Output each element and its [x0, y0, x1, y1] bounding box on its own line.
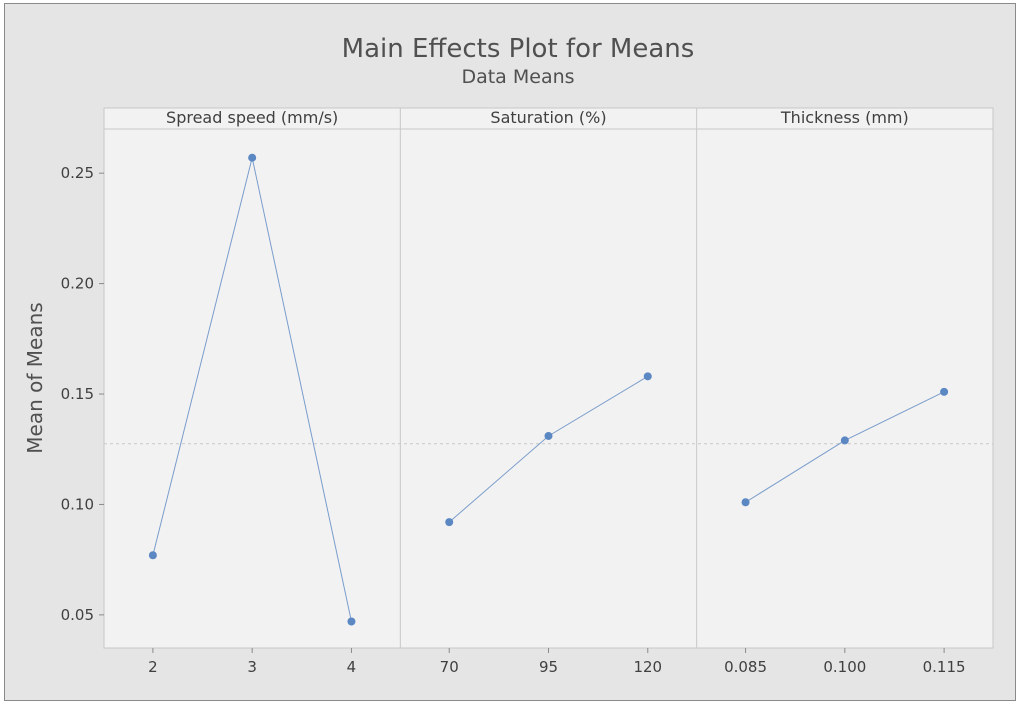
- data-point: [148, 551, 157, 560]
- chart-title: Main Effects Plot for Means: [342, 34, 695, 64]
- y-axis-label: Mean of Means: [23, 302, 47, 453]
- data-point: [248, 153, 257, 162]
- data-point: [445, 518, 454, 527]
- x-tick-label: 2: [148, 658, 158, 676]
- data-point: [940, 387, 949, 396]
- plot-area: [103, 107, 994, 649]
- x-tick-label: 70: [440, 658, 459, 676]
- data-point: [741, 498, 750, 507]
- y-tick-label: 0.05: [61, 606, 94, 624]
- data-point: [544, 431, 553, 440]
- panel-title: Spread speed (mm/s): [166, 108, 338, 127]
- y-tick-label: 0.15: [61, 385, 94, 403]
- x-tick-label: 0.115: [923, 658, 966, 676]
- y-tick-label: 0.25: [61, 164, 94, 182]
- x-tick-label: 0.100: [823, 658, 866, 676]
- chart-subtitle: Data Means: [461, 66, 574, 88]
- x-tick-label: 95: [539, 658, 558, 676]
- y-tick-label: 0.20: [61, 275, 94, 293]
- panel-title: Thickness (mm): [780, 108, 909, 127]
- panel-title: Saturation (%): [490, 108, 606, 127]
- data-point: [840, 436, 849, 445]
- x-tick-label: 120: [633, 658, 662, 676]
- data-point: [643, 372, 652, 381]
- x-tick-label: 4: [347, 658, 357, 676]
- x-tick-label: 0.085: [724, 658, 767, 676]
- plot-layer: 0.05 0.10 0.15 0.20 0.25 Spread speed (mm/s) 2…: [61, 107, 994, 676]
- y-tick-label: 0.10: [61, 495, 94, 513]
- x-tick-label: 3: [247, 658, 257, 676]
- data-point: [347, 617, 356, 626]
